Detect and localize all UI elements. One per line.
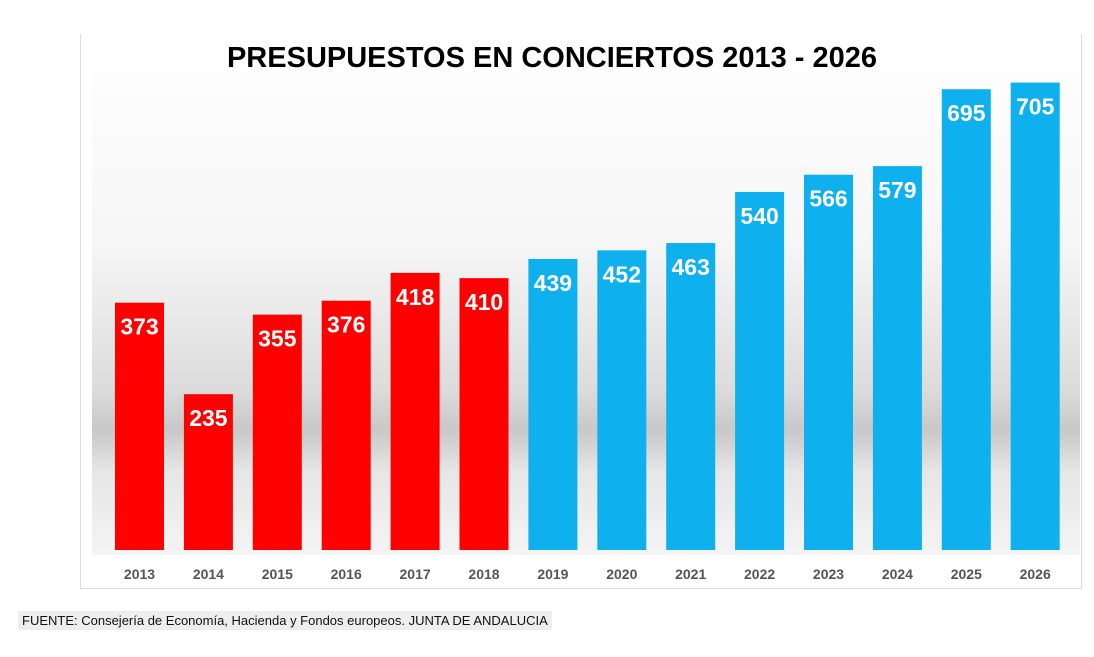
data-label-2013: 373 [120, 314, 158, 340]
bar-2016 [321, 300, 371, 550]
data-label-2023: 566 [809, 186, 847, 212]
bar-2026 [1010, 82, 1060, 551]
data-label-2017: 418 [396, 284, 435, 310]
x-tick-label: 2014 [193, 566, 224, 582]
x-tick-label: 2019 [537, 566, 568, 582]
chart-title: PRESUPUESTOS EN CONCIERTOS 2013 - 2026 [226, 42, 878, 74]
x-tick-label: 2017 [400, 566, 431, 582]
data-label-2016: 376 [327, 312, 365, 338]
bar-2017 [390, 272, 440, 550]
x-tick-label: 2025 [951, 566, 982, 582]
source-note: FUENTE: Consejería de Economía, Hacienda… [18, 611, 552, 630]
bar-2022 [735, 191, 785, 551]
x-tick-label: 2024 [882, 566, 913, 582]
data-label-2021: 463 [672, 254, 710, 280]
bar-2014 [183, 394, 233, 550]
bar-2018 [459, 278, 509, 550]
data-label-2014: 235 [189, 405, 228, 431]
bar-2019 [528, 258, 578, 550]
x-tick-label: 2018 [468, 566, 499, 582]
data-label-2015: 355 [258, 326, 297, 352]
x-tick-label: 2022 [744, 566, 775, 582]
data-label-2024: 579 [878, 177, 916, 203]
x-tick-label: 2023 [813, 566, 844, 582]
x-tick-label: 2013 [124, 566, 155, 582]
x-tick-label: 2020 [606, 566, 637, 582]
data-label-2025: 695 [947, 100, 986, 126]
x-tick-label: 2021 [675, 566, 706, 582]
x-tick-label: 2015 [262, 566, 293, 582]
bar-2013 [115, 302, 164, 550]
bar-2020 [597, 250, 647, 550]
x-tick-label: 2026 [1020, 566, 1051, 582]
bar-2023 [804, 174, 853, 550]
bar-2021 [666, 243, 716, 550]
data-label-2019: 439 [534, 270, 572, 296]
bar-2015 [252, 314, 302, 550]
bar-2025 [941, 89, 991, 550]
bar-2024 [872, 166, 922, 551]
data-label-2026: 705 [1016, 94, 1055, 120]
data-label-2022: 540 [740, 203, 778, 229]
data-label-2018: 410 [465, 289, 503, 315]
data-label-2020: 452 [603, 261, 641, 287]
x-tick-label: 2016 [331, 566, 362, 582]
